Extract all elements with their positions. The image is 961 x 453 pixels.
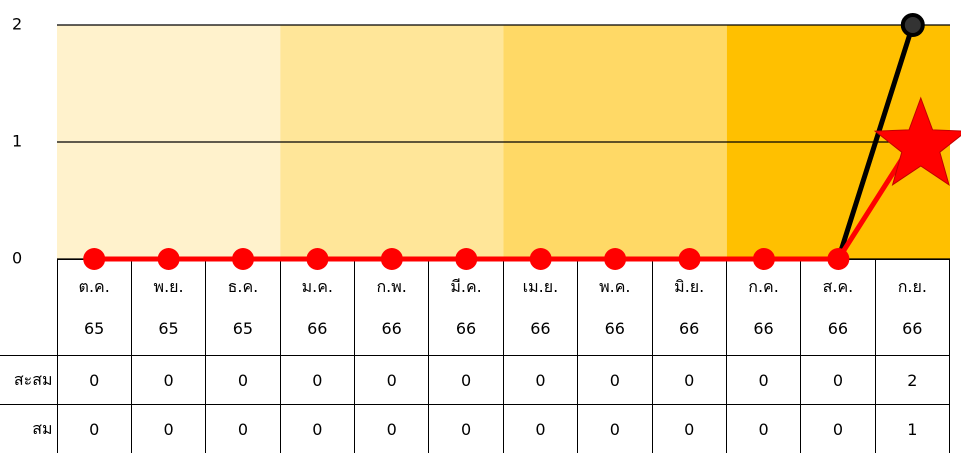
- table-value: 0: [131, 356, 205, 405]
- star-marker: [875, 98, 961, 185]
- table-value: 0: [801, 405, 875, 453]
- plot-band: [727, 25, 950, 259]
- plot-band: [280, 25, 503, 259]
- table-value: 0: [801, 356, 875, 405]
- series-line: [94, 142, 913, 259]
- table-value: 0: [355, 405, 429, 453]
- category-label: ต.ค. 65: [57, 260, 131, 356]
- table-value: 0: [503, 405, 577, 453]
- table-value: 0: [206, 356, 280, 405]
- plot-band: [57, 25, 280, 259]
- table-corner: [0, 260, 57, 356]
- category-label: ก.ย. 66: [875, 260, 949, 356]
- table-value: 0: [57, 405, 131, 453]
- marker: [903, 15, 923, 35]
- category-label: มิ.ย. 66: [652, 260, 726, 356]
- plot-band: [504, 25, 727, 259]
- category-label: ก.พ. 66: [355, 260, 429, 356]
- table-value: 0: [355, 356, 429, 405]
- category-label: ม.ค. 66: [280, 260, 354, 356]
- table-value: 0: [652, 356, 726, 405]
- table-value: 0: [578, 405, 652, 453]
- table-value: 0: [652, 405, 726, 453]
- table-value: 0: [726, 405, 800, 453]
- series-name: สะสม: [0, 356, 57, 405]
- category-label: มี.ค. 66: [429, 260, 503, 356]
- category-label: พ.ย. 65: [131, 260, 205, 356]
- table-value: 0: [429, 405, 503, 453]
- series-line: [94, 25, 913, 259]
- category-label: เม.ย. 66: [503, 260, 577, 356]
- table-value: 0: [280, 405, 354, 453]
- table-value: 0: [280, 356, 354, 405]
- category-label: ธ.ค. 65: [206, 260, 280, 356]
- table-value: 0: [578, 356, 652, 405]
- category-label: พ.ค. 66: [578, 260, 652, 356]
- table-value: 0: [131, 405, 205, 453]
- category-label: ก.ค. 66: [726, 260, 800, 356]
- table-value: 0: [206, 405, 280, 453]
- y-tick-label: 2: [12, 15, 22, 34]
- series-name: สม: [0, 405, 57, 453]
- table-value: 0: [503, 356, 577, 405]
- table-value: 0: [726, 356, 800, 405]
- table-value: 0: [57, 356, 131, 405]
- category-label: ส.ค. 66: [801, 260, 875, 356]
- y-tick-label: 1: [12, 132, 22, 151]
- chart: ต.ค. 65พ.ย. 65ธ.ค. 65ม.ค. 66ก.พ. 66มี.ค.…: [0, 0, 961, 453]
- table-value: 0: [429, 356, 503, 405]
- table-value: 1: [875, 405, 949, 453]
- table-value: 2: [875, 356, 949, 405]
